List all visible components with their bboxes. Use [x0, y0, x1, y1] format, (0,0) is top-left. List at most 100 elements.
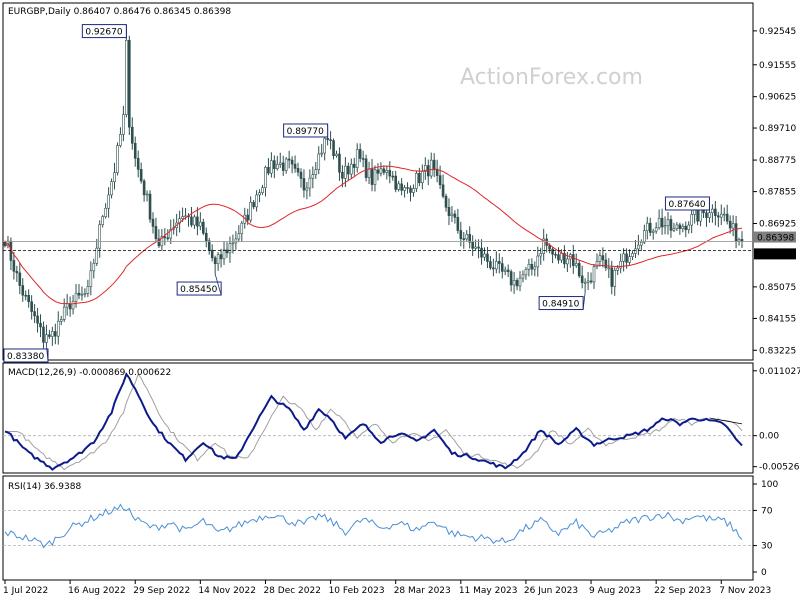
candle-body: [128, 39, 131, 128]
macd-trendline: [709, 417, 743, 425]
candle-body: [290, 159, 294, 165]
candle-body: [462, 238, 466, 241]
candle-body: [654, 227, 658, 232]
candle-body: [601, 255, 605, 261]
annotation-leader: [214, 273, 222, 296]
annotation-box: 0.89770: [283, 123, 329, 138]
annotation-leader: [582, 292, 586, 310]
candle-body: [326, 138, 329, 140]
rsi-panel-frame: [2, 475, 754, 581]
candle-body: [308, 177, 312, 189]
candle-body: [423, 165, 427, 172]
candle-body: [571, 254, 575, 266]
date-axis-label: 26 Jun 2023: [524, 586, 578, 596]
annotation-leader: [46, 344, 49, 363]
annotation-box: 0.92670: [81, 24, 127, 39]
candle-body: [382, 168, 386, 173]
candle-body: [148, 193, 152, 220]
candle-body: [536, 255, 540, 268]
candle-body: [563, 253, 566, 265]
price-axis-label: 0.92545: [759, 27, 796, 37]
candle-body: [314, 169, 318, 175]
candle-body: [154, 226, 158, 240]
candle-body: [409, 187, 412, 193]
candle-body: [557, 254, 560, 261]
candle-body: [542, 238, 545, 254]
candle-body: [728, 220, 732, 229]
rsi-axis-label: 0: [761, 568, 767, 578]
macd-axis-label: 0.011027: [759, 367, 800, 377]
rsi-line: [4, 503, 743, 549]
candle-body: [634, 248, 637, 254]
candle-body: [207, 240, 211, 251]
macd-axis-label: 0.00: [759, 432, 779, 442]
candle-body: [663, 225, 667, 228]
date-axis-label: 11 May 2023: [459, 586, 518, 596]
candle-body: [350, 163, 353, 175]
macd-panel-frame: [2, 362, 754, 474]
candle-body: [711, 208, 714, 213]
candle-body: [95, 247, 99, 264]
candle-body: [255, 194, 258, 208]
price-axis-label: 0.86925: [759, 219, 796, 229]
price-axis-label: 0.90625: [759, 93, 796, 103]
candle-body: [435, 168, 439, 176]
date-axis-label: 16 Aug 2022: [68, 586, 126, 596]
candle-body: [305, 187, 309, 191]
candle-body: [648, 222, 652, 233]
candle-body: [530, 264, 534, 270]
candle-body: [628, 256, 631, 263]
candle-body: [554, 253, 557, 256]
candle-body: [234, 238, 238, 244]
candle-body: [104, 207, 107, 217]
candle-body: [705, 212, 708, 218]
candle-body: [687, 224, 691, 231]
macd-line: [4, 372, 743, 471]
candle-body: [456, 217, 460, 231]
candle-body: [421, 171, 424, 184]
candle-body: [202, 221, 205, 234]
candle-body: [130, 126, 134, 144]
candle-body: [675, 224, 679, 229]
candle-body: [719, 213, 723, 218]
candle-body: [734, 223, 738, 242]
candle-body: [125, 39, 128, 115]
candle-body: [447, 207, 451, 216]
candle-body: [583, 281, 587, 284]
candle-body: [379, 168, 383, 174]
price-panel-title: EURGBP,Daily 0.86407 0.86476 0.86345 0.8…: [8, 7, 231, 17]
price-tag-label: 0.86140: [757, 250, 794, 260]
candle-body: [122, 114, 125, 135]
candle-body: [394, 175, 397, 190]
candle-body: [54, 331, 57, 337]
candle-body: [637, 244, 640, 250]
candle-body: [367, 168, 371, 178]
candle-body: [15, 271, 19, 274]
annotation-box: 0.84910: [538, 292, 586, 311]
candle-body: [397, 183, 400, 190]
candle-body: [210, 249, 214, 259]
candle-body: [329, 139, 332, 141]
annotation-label: 0.89770: [287, 127, 324, 137]
price-axis-label: 0.84155: [759, 314, 796, 324]
candle-body: [311, 174, 315, 179]
candle-body: [666, 219, 670, 226]
candle-body: [566, 258, 569, 265]
candle-body: [731, 223, 735, 229]
candle-body: [580, 275, 584, 283]
candle-body: [412, 188, 415, 193]
candle-body: [696, 209, 699, 222]
candle-body: [589, 280, 593, 283]
candle-body: [503, 269, 507, 272]
candle-body: [717, 215, 720, 218]
annotation-label: 0.84910: [542, 300, 579, 310]
candle-body: [415, 173, 418, 189]
candle-body: [672, 228, 676, 231]
price-tag-label: 0.86398: [757, 234, 794, 244]
candle-body: [284, 158, 288, 171]
candle-body: [533, 266, 537, 270]
candle-body: [678, 224, 682, 229]
candle-body: [725, 213, 729, 222]
candle-body: [613, 270, 617, 287]
candle-body: [714, 208, 717, 217]
